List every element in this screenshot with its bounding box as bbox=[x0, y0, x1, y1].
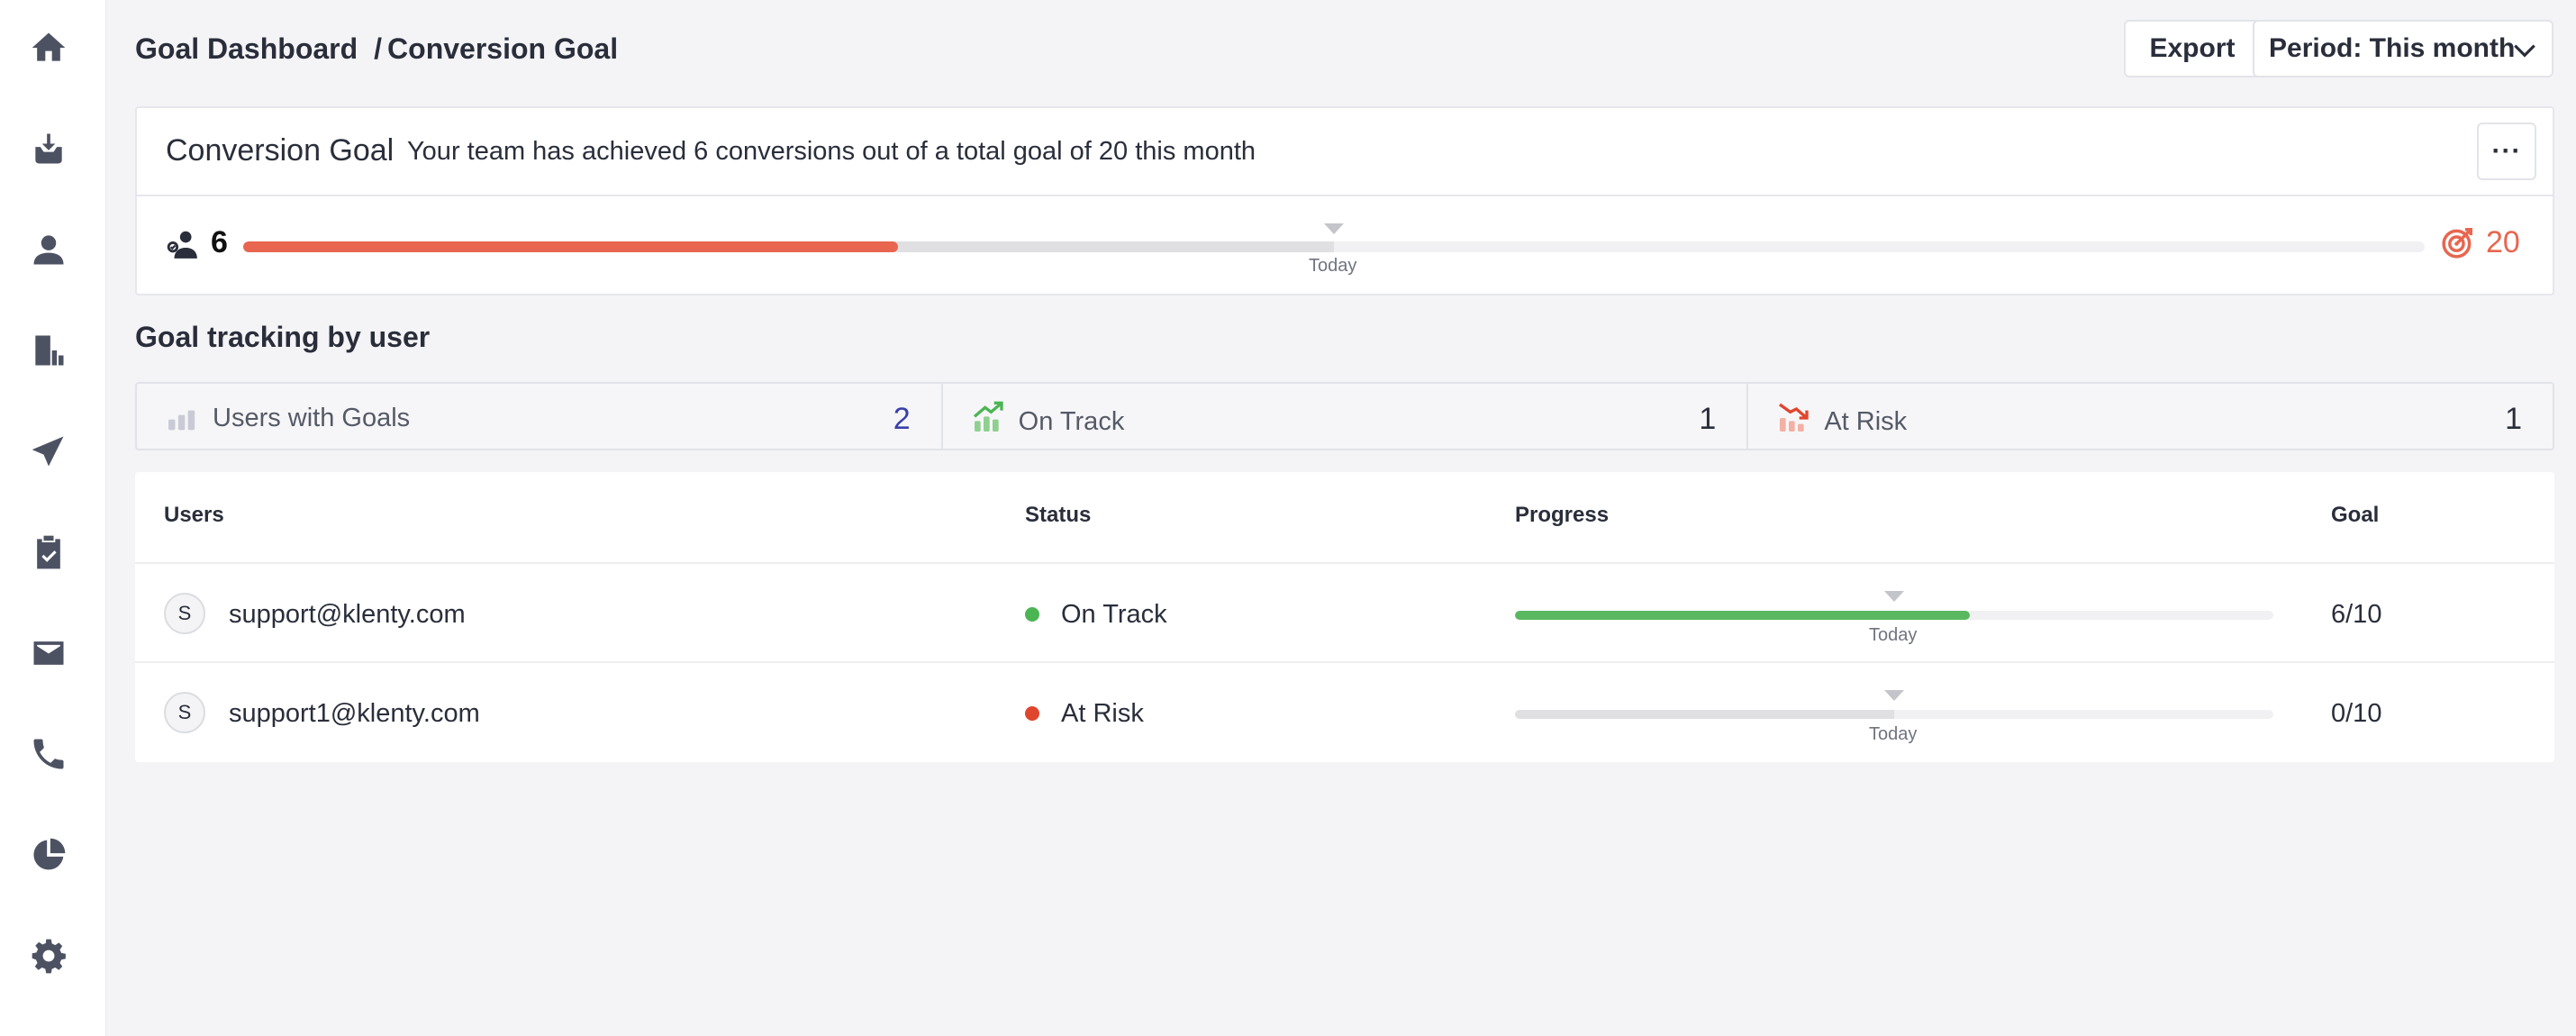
goal-progress-fill bbox=[243, 241, 898, 252]
stat-value: 1 bbox=[1699, 402, 1717, 436]
user-email[interactable]: support@klenty.com bbox=[229, 600, 466, 629]
phone-icon[interactable] bbox=[26, 732, 71, 777]
stat-value: 1 bbox=[2505, 402, 2523, 436]
inbox-icon[interactable] bbox=[26, 126, 71, 171]
breadcrumb-current: Conversion Goal bbox=[387, 32, 619, 65]
achieved-count: 6 bbox=[211, 225, 228, 259]
table-row[interactable]: S support1@klenty.com At Risk Today 0/10 bbox=[135, 661, 2554, 760]
stat-users-with-goals[interactable]: Users with Goals 2 bbox=[137, 384, 943, 449]
status-dot bbox=[1025, 706, 1039, 721]
trend-up-icon bbox=[973, 401, 1003, 432]
goal-progress-row: 6 Today 20 bbox=[137, 198, 2553, 297]
avatar: S bbox=[164, 593, 205, 634]
column-header-progress[interactable]: Progress bbox=[1515, 503, 1610, 527]
users-icon bbox=[167, 231, 197, 259]
status-text: On Track bbox=[1061, 600, 1167, 629]
goal-summary-card: Conversion Goal Your team has achieved 6… bbox=[135, 106, 2554, 295]
user-goal: 0/10 bbox=[2331, 699, 2382, 728]
sidebar bbox=[0, 0, 106, 1036]
goal-summary-header: Conversion Goal Your team has achieved 6… bbox=[137, 108, 2553, 196]
export-button-label: Export bbox=[2149, 33, 2236, 63]
target-icon bbox=[2442, 228, 2472, 259]
user-progress-bar bbox=[1515, 710, 2273, 719]
column-header-goal[interactable]: Goal bbox=[2331, 503, 2380, 527]
user-icon[interactable] bbox=[26, 227, 71, 272]
section-title: Goal tracking by user bbox=[135, 321, 431, 353]
stats-strip: Users with Goals 2 On Track 1 At Risk 1 bbox=[135, 382, 2554, 450]
table-row[interactable]: S support@klenty.com On Track Today 6/10 bbox=[135, 562, 2554, 661]
breadcrumb: Goal Dashboard / Conversion Goal bbox=[135, 31, 618, 67]
trend-down-icon bbox=[1779, 403, 1810, 432]
users-goal-table: Users Status Progress Goal S support@kle… bbox=[135, 472, 2554, 762]
user-progress-fill bbox=[1515, 611, 1971, 620]
export-button[interactable]: Export bbox=[2124, 20, 2261, 77]
stat-label: Users with Goals bbox=[213, 404, 411, 432]
today-marker bbox=[1884, 690, 1904, 701]
stat-at-risk[interactable]: At Risk 1 bbox=[1748, 384, 2553, 449]
stat-on-track[interactable]: On Track 1 bbox=[943, 384, 1749, 449]
today-label: Today bbox=[1869, 625, 1918, 645]
pie-chart-icon[interactable] bbox=[26, 832, 71, 877]
today-marker bbox=[1324, 223, 1344, 234]
bar-chart-icon bbox=[168, 410, 195, 431]
stat-value: 2 bbox=[893, 402, 911, 436]
avatar: S bbox=[164, 692, 205, 733]
user-goal: 6/10 bbox=[2331, 600, 2382, 629]
period-dropdown[interactable]: Period: This month bbox=[2253, 20, 2553, 77]
column-header-status[interactable]: Status bbox=[1025, 503, 1092, 527]
breadcrumb-root[interactable]: Goal Dashboard bbox=[135, 32, 358, 65]
column-header-users[interactable]: Users bbox=[164, 503, 224, 527]
more-options-button[interactable]: ··· bbox=[2477, 123, 2536, 180]
status-dot bbox=[1025, 607, 1039, 622]
send-icon[interactable] bbox=[26, 429, 71, 474]
goal-title: Conversion Goal bbox=[166, 133, 395, 168]
report-icon[interactable] bbox=[26, 328, 71, 373]
period-dropdown-label: Period: This month bbox=[2269, 33, 2516, 63]
today-label: Today bbox=[1869, 724, 1918, 744]
goal-description: Your team has achieved 6 conversions out… bbox=[407, 137, 1256, 166]
stat-label: At Risk bbox=[1824, 407, 1908, 436]
user-expected-fill bbox=[1515, 710, 1894, 719]
mail-icon[interactable] bbox=[26, 631, 71, 676]
clipboard-icon[interactable] bbox=[26, 530, 71, 575]
status-text: At Risk bbox=[1061, 699, 1144, 728]
gear-icon[interactable] bbox=[26, 933, 71, 978]
today-label: Today bbox=[1309, 256, 1357, 276]
user-email[interactable]: support1@klenty.com bbox=[229, 699, 480, 728]
chevron-down-icon bbox=[2514, 44, 2535, 58]
breadcrumb-separator: / bbox=[374, 32, 383, 65]
user-progress-bar bbox=[1515, 611, 2273, 620]
home-icon[interactable] bbox=[26, 25, 71, 70]
goal-target: 20 bbox=[2486, 225, 2520, 259]
stat-label: On Track bbox=[1018, 407, 1125, 436]
goal-progress-bar bbox=[243, 241, 2425, 252]
today-marker bbox=[1884, 591, 1904, 602]
